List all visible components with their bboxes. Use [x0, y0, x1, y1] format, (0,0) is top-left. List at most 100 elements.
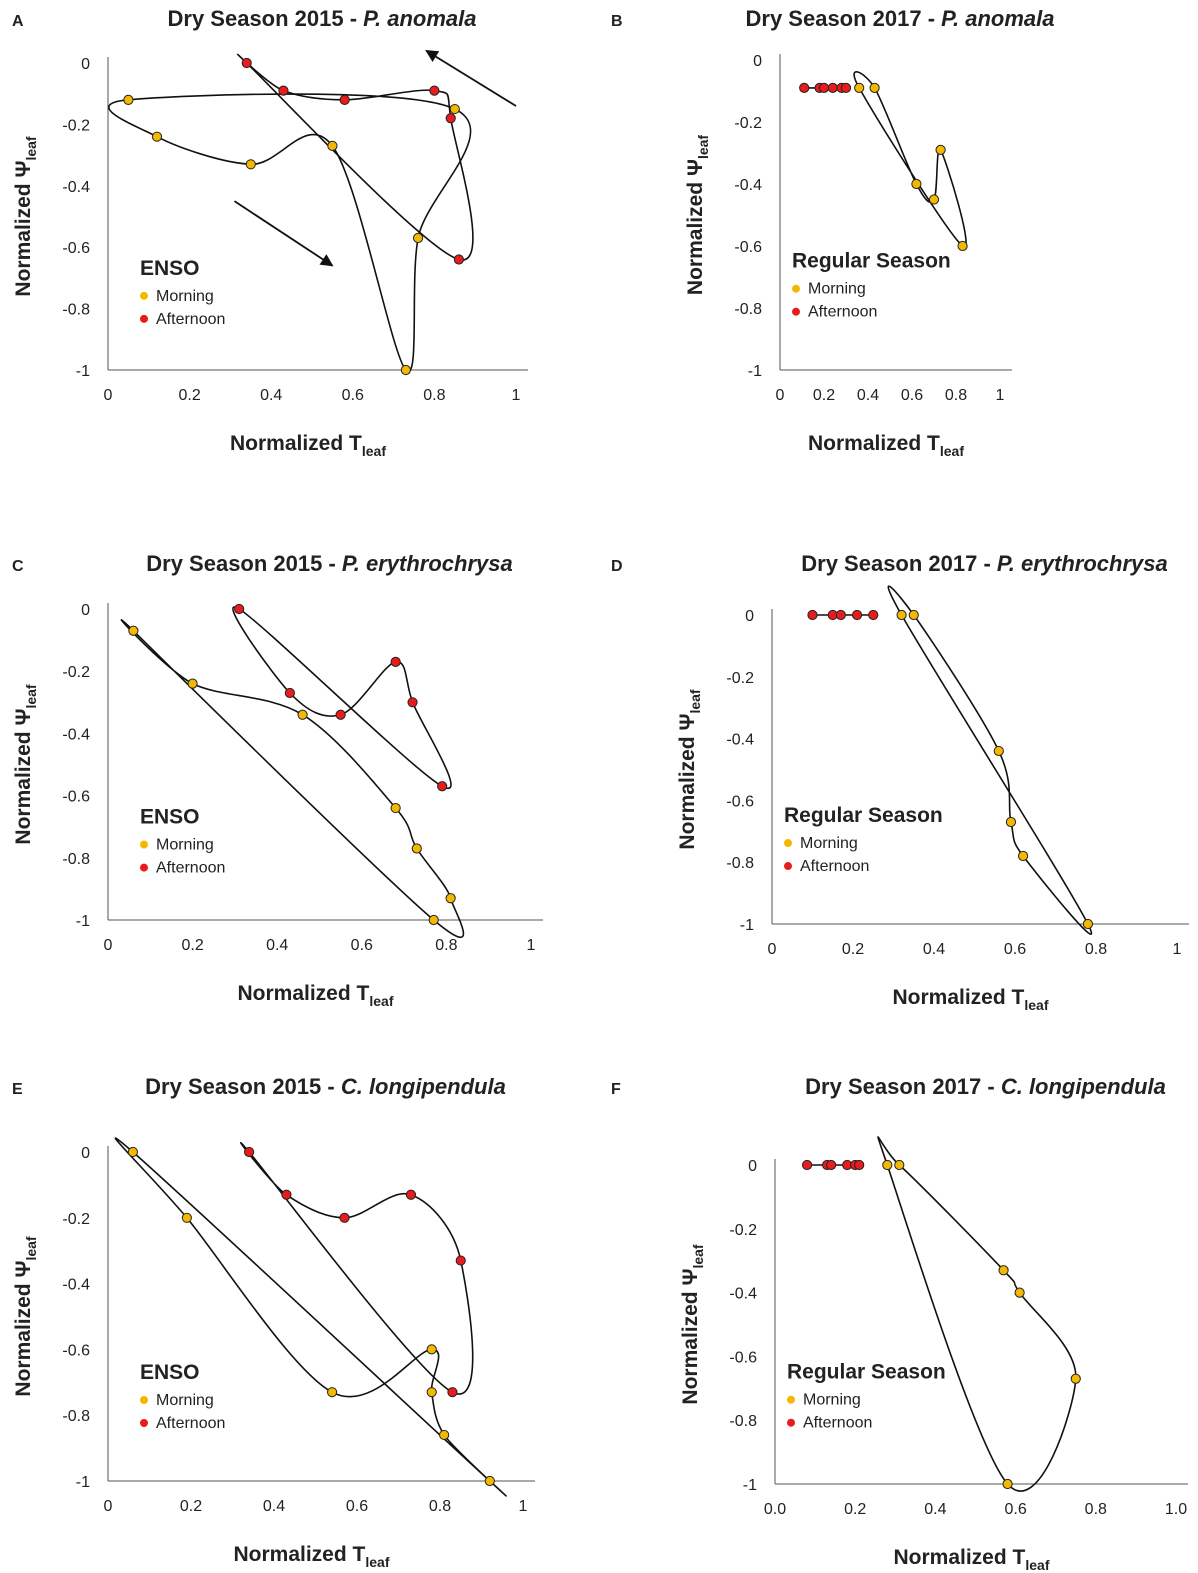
afternoon-point [405, 1189, 417, 1200]
panel-b: B Dry Season 2017 - P. anomala 0 0.2 0.4 0.6 0… [599, 0, 1198, 500]
afternoon-point [447, 1387, 458, 1398]
afternoon-point [827, 82, 838, 94]
y-tick-label: 0 [745, 608, 754, 625]
morning-point [400, 364, 411, 376]
morning-point [187, 678, 198, 689]
afternoon-point [437, 781, 448, 792]
x-tick-label: 0.6 [342, 387, 364, 404]
y-tick-label: -0.2 [62, 117, 90, 134]
x-tick-label: 0 [104, 1498, 113, 1515]
y-tick-label: -1 [743, 1477, 757, 1494]
x-tick-label: 0.4 [266, 937, 288, 954]
y-tick-label: -0.4 [726, 732, 754, 749]
afternoon-point [445, 113, 456, 124]
x-tick-label: 0.6 [346, 1498, 368, 1515]
y-tick-label: -0.8 [62, 302, 90, 319]
trend-arrow [233, 200, 334, 267]
y-axis-label: Normalized Ψleaf [676, 689, 703, 849]
legend-morning-label: Morning [156, 1392, 214, 1409]
morning-point [445, 893, 456, 904]
y-tick-label: 0 [81, 56, 90, 73]
chart-title: Dry Season 2017 - C. longipendula [805, 1074, 1166, 1099]
y-tick-label: -0.8 [734, 301, 762, 318]
y-tick-label: 0 [81, 602, 90, 619]
y-tick-label: -0.8 [726, 855, 754, 872]
morning-point [911, 178, 922, 190]
panel-letter: E [12, 1081, 23, 1098]
morning-curve [108, 93, 472, 373]
morning-point [327, 1387, 338, 1398]
x-tick-label: 1 [519, 1498, 528, 1515]
morning-point [127, 1146, 138, 1158]
y-axis-label: Normalized Ψleaf [679, 1244, 706, 1404]
x-tick-label: 0.2 [181, 937, 203, 954]
legend-afternoon-label: Afternoon [156, 311, 225, 328]
x-tick-label: 0.8 [1085, 1501, 1107, 1518]
y-axis-label: Normalized Ψleaf [12, 684, 39, 844]
morning-point [993, 745, 1004, 757]
season-label: ENSO [140, 257, 200, 280]
legend-morning-swatch [792, 284, 800, 293]
x-axis-label: Normalized Tleaf [234, 1543, 390, 1570]
panel-letter: B [611, 13, 623, 30]
x-axis-label: Normalized Tleaf [808, 432, 964, 459]
morning-point [439, 1429, 450, 1441]
morning-curve [877, 1136, 1077, 1492]
legend-morning-swatch [787, 1395, 795, 1404]
legend-afternoon-swatch [140, 863, 148, 872]
x-tick-label: 1 [527, 937, 536, 954]
morning-point [426, 1344, 437, 1355]
x-tick-label: 1 [512, 387, 521, 404]
panel-f: F Dry Season 2017 - C. longipendula 0.0 0.2… [599, 1068, 1198, 1573]
x-tick-label: 0.4 [263, 1498, 285, 1515]
afternoon-point [840, 82, 852, 94]
panel-e: E Dry Season 2015 - C. longipendula 0 0.2 0.… [0, 1068, 599, 1570]
y-tick-label: -1 [748, 363, 762, 380]
chart-title: Dry Season 2015 - C. longipendula [145, 1074, 506, 1099]
x-axis-label: Normalized Tleaf [894, 1546, 1050, 1573]
morning-point [1082, 918, 1093, 930]
morning-point [181, 1212, 192, 1223]
legend-morning-label: Morning [156, 837, 214, 854]
afternoon-point [390, 656, 401, 667]
panel-letter: F [611, 1081, 621, 1098]
legend-morning-label: Morning [803, 1392, 861, 1409]
y-tick-label: -0.4 [734, 177, 762, 194]
y-tick-label: -0.2 [729, 1222, 757, 1239]
season-label: Regular Season [792, 250, 951, 273]
panel-letter: A [12, 13, 24, 30]
x-tick-label: 0.8 [423, 387, 445, 404]
y-tick-label: -0.2 [726, 670, 754, 687]
y-tick-label: 0 [748, 1158, 757, 1175]
x-axis-label: Normalized Tleaf [230, 432, 386, 459]
morning-point [869, 82, 880, 94]
morning-point [908, 609, 919, 621]
afternoon-point [281, 1189, 292, 1200]
afternoon-point [818, 82, 830, 94]
legend-afternoon-swatch [140, 1419, 148, 1428]
panel-d: D Dry Season 2017 - P. erythrochrysa 0 0.2 0… [599, 545, 1198, 1045]
morning-point [128, 625, 139, 636]
afternoon-point [453, 254, 464, 265]
morning-point [928, 194, 940, 205]
morning-point [390, 802, 401, 814]
x-tick-label: 0.2 [180, 1498, 202, 1515]
morning-point [426, 1387, 437, 1398]
x-tick-label: 0.6 [351, 937, 373, 954]
y-tick-label: -0.4 [62, 179, 90, 196]
y-tick-label: -1 [740, 917, 754, 934]
x-tick-label: 0 [104, 387, 113, 404]
y-axis-label: Normalized Ψleaf [12, 136, 39, 296]
season-label: Regular Season [787, 1361, 946, 1384]
legend-morning-label: Morning [800, 835, 858, 852]
x-tick-label: 0.4 [924, 1501, 946, 1518]
y-tick-label: -0.4 [729, 1286, 757, 1303]
y-tick-label: -0.2 [62, 664, 90, 681]
x-tick-label: 1 [996, 387, 1005, 404]
x-tick-label: 0.2 [842, 941, 864, 958]
y-tick-label: -0.4 [62, 726, 90, 743]
legend-afternoon-swatch [787, 1418, 795, 1427]
y-tick-label: -1 [76, 913, 90, 930]
afternoon-point [234, 603, 245, 615]
chart-title: Dry Season 2015 - P. erythrochrysa [146, 551, 512, 576]
